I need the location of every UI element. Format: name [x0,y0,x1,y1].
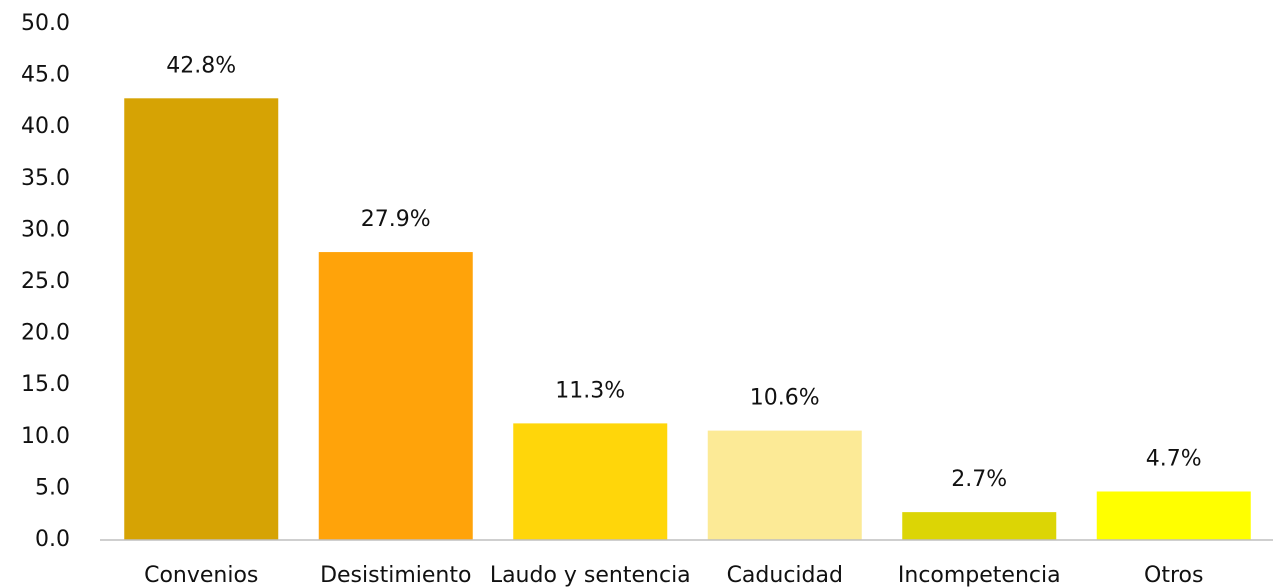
x-tick-label: Incompetencia [898,563,1061,588]
x-tick-label: Otros [1144,563,1203,588]
y-tick-label: 40.0 [21,114,70,139]
y-tick-label: 20.0 [21,321,70,346]
x-tick-label: Laudo y sentencia [490,563,691,588]
x-tick-label: Caducidad [727,563,843,588]
data-label: 42.8% [166,53,236,78]
y-tick-label: 35.0 [21,166,70,191]
x-tick-label: Convenios [144,563,258,588]
bar [318,252,473,540]
bar [707,430,862,540]
bar [513,423,668,540]
data-label: 2.7% [951,467,1007,492]
y-tick-label: 0.0 [35,527,70,552]
x-tick-label: Desistimiento [320,563,471,588]
y-tick-label: 50.0 [21,11,70,36]
bar [902,512,1057,540]
data-label: 27.9% [361,207,431,232]
bar [124,98,279,540]
y-tick-label: 15.0 [21,372,70,397]
y-tick-label: 25.0 [21,269,70,294]
data-label: 11.3% [555,378,625,403]
data-label: 4.7% [1146,446,1202,471]
y-tick-label: 5.0 [35,475,70,500]
y-tick-label: 45.0 [21,63,70,88]
data-label: 10.6% [750,386,820,411]
y-tick-label: 10.0 [21,424,70,449]
y-tick-label: 30.0 [21,217,70,242]
bar [1096,491,1251,540]
